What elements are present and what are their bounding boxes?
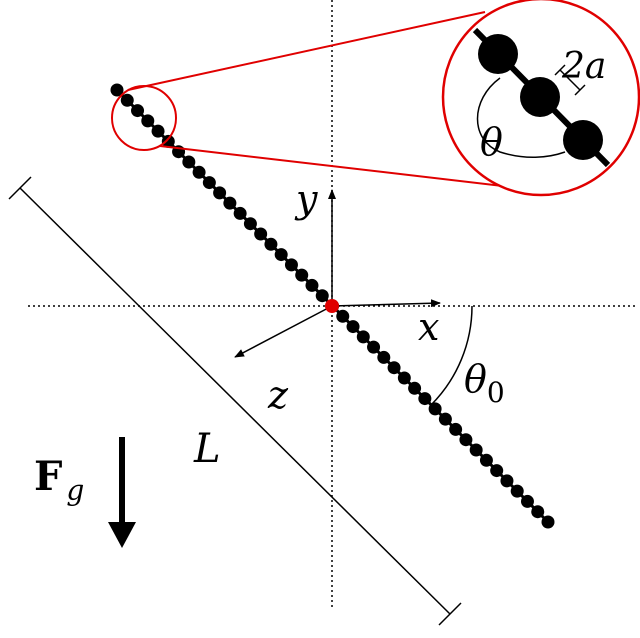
bead (356, 330, 370, 344)
bead (397, 371, 411, 385)
beads (110, 83, 555, 529)
bead (295, 268, 309, 282)
bead (469, 443, 483, 457)
bead (254, 227, 268, 241)
bead (346, 320, 360, 334)
bead (387, 361, 401, 375)
bead (541, 515, 555, 529)
theta0-arc (430, 305, 473, 406)
theta0-subscript: 0 (487, 376, 505, 409)
gravity-arrowhead (108, 522, 136, 548)
bead (531, 505, 545, 519)
bead (305, 278, 319, 292)
spacing-tick (574, 84, 586, 96)
length-tick (438, 602, 462, 626)
zoom-bead (563, 120, 603, 160)
length-tick (8, 176, 32, 200)
bead (336, 309, 350, 323)
bead (459, 433, 473, 447)
bead (233, 206, 247, 220)
bead (192, 165, 206, 179)
bead (428, 402, 442, 416)
theta-arc (476, 77, 566, 159)
bead (449, 422, 463, 436)
z-arrow (234, 305, 333, 358)
spacing-label: 2a (561, 46, 606, 87)
length-label: L (193, 426, 221, 472)
spacing-bracket (559, 69, 581, 91)
zoom-line (159, 145, 521, 189)
bead (274, 248, 288, 262)
bead (223, 196, 237, 210)
bead (284, 258, 298, 272)
spacing-tick (554, 64, 566, 76)
bead (510, 484, 524, 498)
origin-dot (325, 299, 339, 313)
bead (500, 474, 514, 488)
bead (418, 392, 432, 406)
zoom-bead (478, 34, 518, 74)
bead (377, 350, 391, 364)
bead (490, 464, 504, 478)
theta0-symbol: θ (464, 357, 487, 401)
bead (182, 155, 196, 169)
bead (479, 453, 493, 467)
bead (151, 124, 165, 138)
bead (161, 134, 175, 148)
bead (408, 381, 422, 395)
bead (131, 104, 145, 118)
x-label: x (418, 305, 439, 349)
z-label: z (267, 373, 289, 417)
zoom-line (127, 11, 486, 91)
bead (141, 114, 155, 128)
force-symbol: F (34, 453, 62, 500)
x-arrow (331, 299, 441, 308)
bead (315, 289, 329, 303)
theta0-label: θ0 (464, 357, 505, 409)
y-label: y (294, 177, 318, 221)
zoom-bead (520, 77, 560, 117)
bead (120, 93, 134, 107)
bead (243, 217, 257, 231)
bead (367, 340, 381, 354)
bead (202, 176, 216, 190)
bead (213, 186, 227, 200)
length-line (19, 187, 451, 615)
bead (438, 412, 452, 426)
theta-label: θ (480, 120, 503, 164)
bead (520, 494, 534, 508)
bead (264, 237, 278, 251)
bead (110, 83, 124, 97)
force-subscript: g (66, 474, 84, 507)
